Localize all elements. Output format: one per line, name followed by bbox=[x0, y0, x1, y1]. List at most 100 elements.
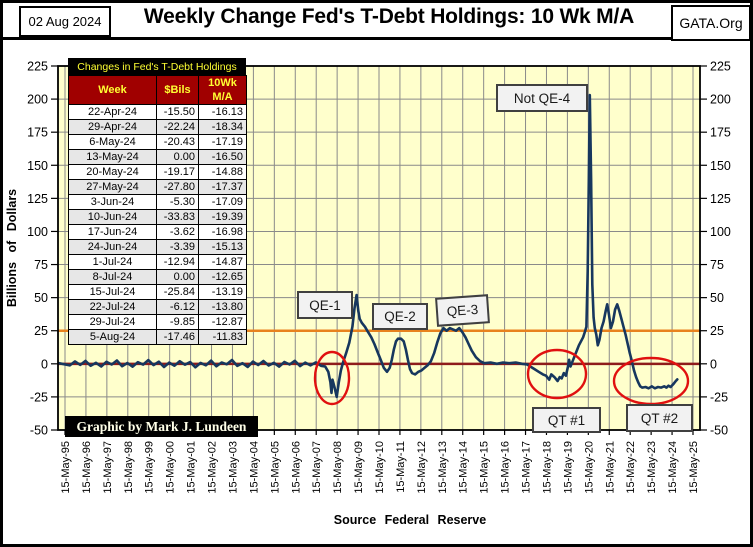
y-axis-labels: 225 225 200 200 175 175 150 150 125 125 100 100 75 75… bbox=[27, 60, 731, 438]
cell-bils: -3.62 bbox=[156, 224, 199, 240]
svg-text:15-May-04: 15-May-04 bbox=[248, 441, 260, 494]
cell-week: 15-Jul-24 bbox=[68, 284, 157, 300]
annotation-qe-3: QE-3 bbox=[435, 294, 490, 327]
svg-text:100: 100 bbox=[27, 225, 48, 239]
cell-week: 6-May-24 bbox=[68, 134, 157, 150]
cell-week: 27-May-24 bbox=[68, 179, 157, 195]
svg-text:225: 225 bbox=[27, 60, 48, 74]
cell-ma: -14.87 bbox=[198, 254, 247, 270]
cell-bils: -12.94 bbox=[156, 254, 199, 270]
svg-text:15-May-16: 15-May-16 bbox=[500, 441, 512, 494]
cell-week: 17-Jun-24 bbox=[68, 224, 157, 240]
svg-text:-25: -25 bbox=[30, 390, 48, 404]
cell-bils: 0.00 bbox=[156, 149, 199, 165]
cell-bils: -19.17 bbox=[156, 164, 199, 180]
svg-text:15-May-24: 15-May-24 bbox=[667, 441, 679, 494]
svg-text:15-May-23: 15-May-23 bbox=[646, 441, 658, 494]
col-header-bils: $Bils bbox=[156, 75, 199, 105]
cell-bils: -27.80 bbox=[156, 179, 199, 195]
cell-ma: -12.87 bbox=[198, 314, 247, 330]
svg-text:75: 75 bbox=[710, 258, 724, 272]
svg-text:0: 0 bbox=[41, 357, 48, 371]
fed-holdings-table: Changes in Fed's T-Debt Holdings Week $B… bbox=[68, 58, 247, 345]
svg-text:50: 50 bbox=[34, 291, 48, 305]
highlight-ellipse-2 bbox=[526, 348, 588, 400]
table-grid: Week $Bils 10Wk M/A 22-Apr-24 -15.50 -16.1… bbox=[68, 75, 247, 345]
svg-text:200: 200 bbox=[710, 93, 731, 107]
cell-ma: -19.39 bbox=[198, 209, 247, 225]
svg-text:0: 0 bbox=[710, 357, 717, 371]
svg-text:50: 50 bbox=[710, 291, 724, 305]
table-header-row: Week $Bils 10Wk M/A bbox=[68, 75, 247, 105]
svg-text:175: 175 bbox=[27, 126, 48, 140]
org-label: GATA.Org bbox=[679, 15, 743, 31]
cell-bils: -5.30 bbox=[156, 194, 199, 210]
svg-text:15-May-12: 15-May-12 bbox=[416, 441, 428, 494]
cell-ma: -15.13 bbox=[198, 239, 247, 255]
table-row: 8-Jul-24 0.00 -12.65 bbox=[68, 269, 247, 285]
report-date: 02 Aug 2024 bbox=[28, 14, 102, 29]
annotation-qt-1: QT #1 bbox=[532, 407, 601, 433]
svg-text:15-May-08: 15-May-08 bbox=[332, 441, 344, 494]
annotation-qe-2: QE-2 bbox=[372, 303, 428, 330]
svg-text:15-May-10: 15-May-10 bbox=[374, 441, 386, 494]
svg-text:225: 225 bbox=[710, 60, 731, 74]
svg-text:15-May-19: 15-May-19 bbox=[562, 441, 574, 494]
cell-ma: -14.88 bbox=[198, 164, 247, 180]
svg-text:15-May-00: 15-May-00 bbox=[165, 441, 177, 494]
cell-bils: -20.43 bbox=[156, 134, 199, 150]
cell-ma: -17.37 bbox=[198, 179, 247, 195]
svg-text:15-May-07: 15-May-07 bbox=[311, 441, 323, 494]
svg-text:15-May-06: 15-May-06 bbox=[290, 441, 302, 494]
svg-text:15-May-09: 15-May-09 bbox=[353, 441, 365, 494]
svg-text:15-May-96: 15-May-96 bbox=[81, 441, 93, 494]
svg-text:200: 200 bbox=[27, 93, 48, 107]
cell-ma: -18.34 bbox=[198, 119, 247, 135]
cell-ma: -17.19 bbox=[198, 134, 247, 150]
svg-text:15-May-17: 15-May-17 bbox=[521, 441, 533, 494]
svg-text:-25: -25 bbox=[710, 390, 728, 404]
table-row: 17-Jun-24 -3.62 -16.98 bbox=[68, 224, 247, 240]
table-row: 1-Jul-24 -12.94 -14.87 bbox=[68, 254, 247, 270]
table-row: 15-Jul-24 -25.84 -13.19 bbox=[68, 284, 247, 300]
annotation-qe-1: QE-1 bbox=[297, 291, 353, 319]
table-row: 29-Apr-24 -22.24 -18.34 bbox=[68, 119, 247, 135]
table-row: 20-May-24 -19.17 -14.88 bbox=[68, 164, 247, 180]
credit-badge: Graphic by Mark J. Lundeen bbox=[65, 416, 258, 437]
svg-text:-50: -50 bbox=[710, 424, 728, 438]
table-row: 5-Aug-24 -17.46 -11.83 bbox=[68, 329, 247, 345]
svg-text:15-May-13: 15-May-13 bbox=[437, 441, 449, 494]
svg-text:125: 125 bbox=[27, 192, 48, 206]
svg-text:15-May-15: 15-May-15 bbox=[479, 441, 491, 494]
svg-text:15-May-03: 15-May-03 bbox=[227, 441, 239, 494]
cell-week: 5-Aug-24 bbox=[68, 329, 157, 345]
svg-text:15-May-11: 15-May-11 bbox=[395, 441, 407, 493]
svg-text:15-May-97: 15-May-97 bbox=[102, 441, 114, 494]
cell-week: 22-Jul-24 bbox=[68, 299, 157, 315]
svg-text:25: 25 bbox=[710, 324, 724, 338]
table-row: 3-Jun-24 -5.30 -17.09 bbox=[68, 194, 247, 210]
svg-text:15-May-18: 15-May-18 bbox=[541, 441, 553, 494]
svg-text:15-May-25: 15-May-25 bbox=[688, 441, 700, 494]
cell-ma: -11.83 bbox=[198, 329, 247, 345]
svg-text:15-May-95: 15-May-95 bbox=[60, 441, 72, 494]
cell-week: 20-May-24 bbox=[68, 164, 157, 180]
cell-week: 29-Jul-24 bbox=[68, 314, 157, 330]
page-title: Weekly Change Fed's T-Debt Holdings: 10 … bbox=[143, 5, 635, 28]
highlight-ellipse-1 bbox=[313, 350, 351, 406]
cell-week: 13-May-24 bbox=[68, 149, 157, 165]
col-header-ma: 10Wk M/A bbox=[198, 75, 247, 105]
svg-text:15-May-99: 15-May-99 bbox=[144, 441, 156, 494]
cell-week: 29-Apr-24 bbox=[68, 119, 157, 135]
table-row: 27-May-24 -27.80 -17.37 bbox=[68, 179, 247, 195]
svg-text:15-May-98: 15-May-98 bbox=[123, 441, 135, 494]
svg-text:-50: -50 bbox=[30, 424, 48, 438]
annotation-not-qe-4: Not QE-4 bbox=[496, 84, 588, 112]
x-axis-labels: 15-May-95 15-May-96 15-May-97 15-May-98 15-M… bbox=[60, 441, 700, 494]
source-label: Source Federal Reserve bbox=[333, 513, 487, 527]
table-title: Changes in Fed's T-Debt Holdings bbox=[68, 58, 246, 75]
cell-week: 1-Jul-24 bbox=[68, 254, 157, 270]
cell-week: 10-Jun-24 bbox=[68, 209, 157, 225]
